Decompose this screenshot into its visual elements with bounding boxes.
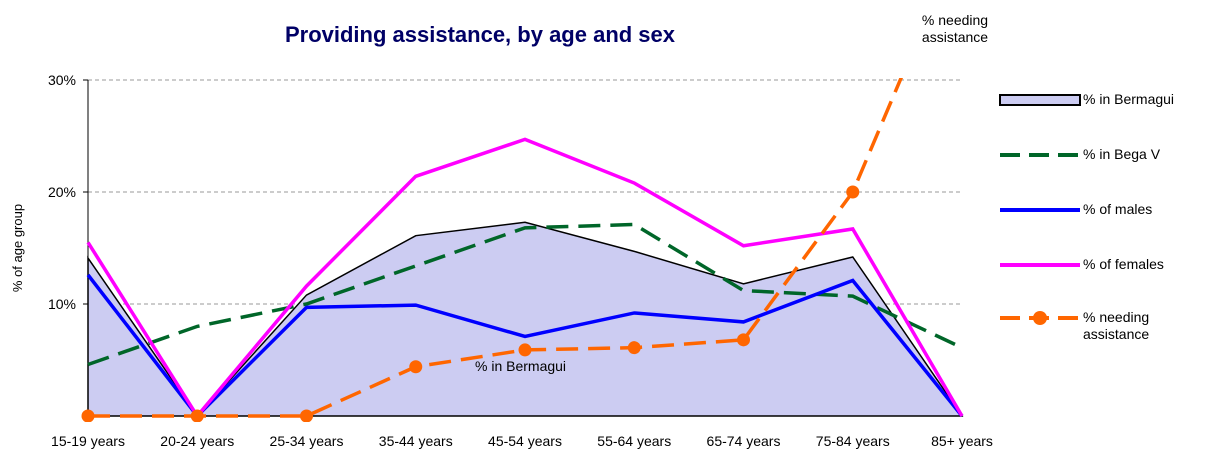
x-tick-label: 55-64 years xyxy=(597,433,671,449)
line xyxy=(86,137,964,419)
y-tick-label: 30% xyxy=(48,72,76,88)
marker xyxy=(518,343,532,357)
marker xyxy=(81,409,95,422)
annotation: % in Bermagui xyxy=(475,358,567,374)
marker xyxy=(409,360,423,374)
x-tick-label: 35-44 years xyxy=(379,433,453,449)
plot xyxy=(81,78,964,422)
marker xyxy=(190,409,204,422)
legend-label: % of females xyxy=(1083,256,1164,272)
legend-swatch xyxy=(999,94,1081,106)
marker xyxy=(737,333,750,347)
x-tick-label: 15-19 years xyxy=(51,433,125,449)
y-tick-label: 10% xyxy=(48,296,76,312)
x-tick-label: 85+ years xyxy=(931,433,993,449)
annotation: % needing assistance xyxy=(921,12,989,45)
legend-label: % in Bega V xyxy=(1083,146,1161,162)
x-tick-label: 65-74 years xyxy=(707,433,781,449)
x-tick-label: 25-34 years xyxy=(270,433,344,449)
y-tick-label: 20% xyxy=(48,184,76,200)
marker xyxy=(846,185,860,199)
legend-label: % in Bermagui xyxy=(1083,91,1175,107)
area xyxy=(87,221,964,418)
legend-label: % of males xyxy=(1083,201,1153,217)
chart-title: Providing assistance, by age and sex xyxy=(285,22,676,47)
x-tick-label: 75-84 years xyxy=(816,433,890,449)
marker xyxy=(300,409,313,422)
marker xyxy=(627,341,641,355)
x-tick-label: 45-54 years xyxy=(488,433,562,449)
x-tick-label: 20-24 years xyxy=(160,433,234,449)
line xyxy=(86,273,964,419)
legend-marker xyxy=(1033,311,1047,325)
legend-label: % needing assistance xyxy=(1083,309,1150,342)
y-axis-label: % of age group xyxy=(10,204,25,292)
